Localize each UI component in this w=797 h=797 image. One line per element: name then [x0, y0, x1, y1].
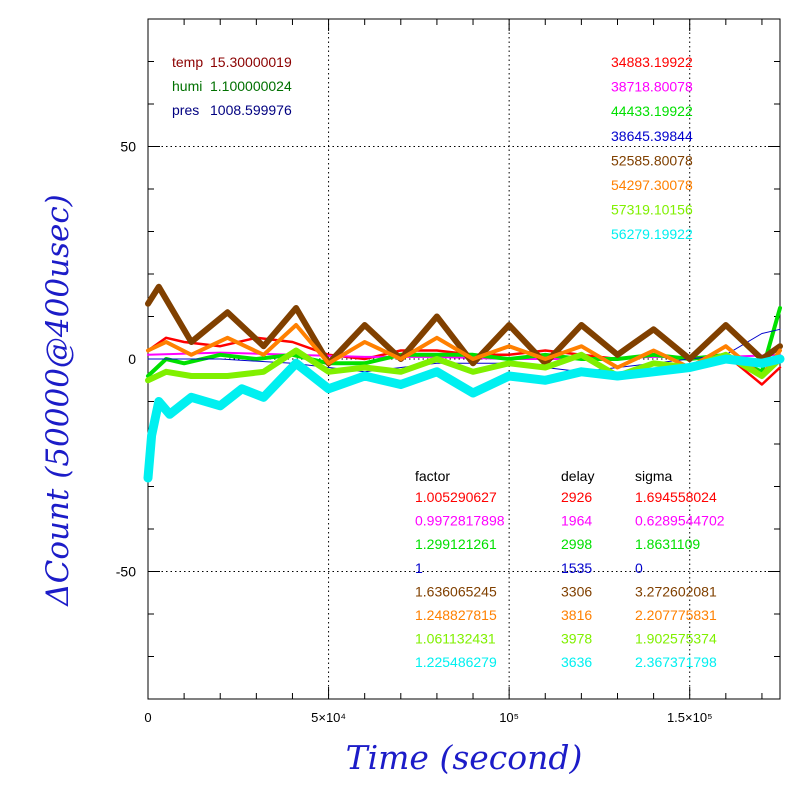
- series-factor: 1.248827815: [415, 607, 497, 623]
- series-base-value: 56279.19922: [611, 226, 693, 242]
- series-sigma: 0.6289544702: [635, 513, 725, 529]
- x-tick-label: 5×10⁴: [311, 710, 346, 725]
- env-label: temp: [172, 54, 203, 70]
- series-delay: 2926: [561, 489, 592, 505]
- series-line: [143, 354, 785, 483]
- x-tick-label: 0: [144, 710, 151, 725]
- series-delay: 3978: [561, 631, 592, 647]
- series-base-value: 57319.10156: [611, 202, 693, 218]
- table-header: sigma: [635, 468, 673, 484]
- series-sigma: 2.207775831: [635, 607, 717, 623]
- series-delay: 3306: [561, 583, 592, 599]
- series-sigma: 2.367371798: [635, 654, 717, 670]
- series-sigma: 1.902575374: [635, 631, 717, 647]
- series-sigma: 1.694558024: [635, 489, 717, 505]
- series-line: [145, 283, 783, 367]
- series-sigma: 3.272602081: [635, 583, 717, 599]
- x-tick-label: 10⁵: [499, 710, 519, 725]
- x-tick-label: 1.5×10⁵: [667, 710, 713, 725]
- table-header: factor: [415, 468, 450, 484]
- env-label: pres: [172, 102, 199, 118]
- series-sigma: 1.8631109: [635, 536, 700, 552]
- env-label: humi: [172, 78, 202, 94]
- series-base-value: 54297.30078: [611, 177, 693, 193]
- y-tick-label: -50: [116, 564, 136, 580]
- series-delay: 3816: [561, 607, 592, 623]
- series-factor: 1.225486279: [415, 654, 497, 670]
- series-base-value: 38718.80078: [611, 79, 693, 95]
- env-value: 1008.599976: [210, 102, 292, 118]
- y-tick-label: 50: [120, 139, 136, 155]
- env-value: 15.30000019: [210, 54, 292, 70]
- series-base-value: 44433.19922: [611, 103, 693, 119]
- env-value: 1.100000024: [210, 78, 292, 94]
- x-axis-label: Time (second): [345, 738, 583, 777]
- annotations: temp 15.30000019 humi 1.100000024 pres 1008.5…: [172, 54, 725, 670]
- y-axis-label: ΔCount (50000@400usec): [40, 194, 76, 606]
- series-delay: 2998: [561, 536, 592, 552]
- y-axis-label-wrap: ΔCount (50000@400usec): [28, 175, 88, 625]
- table-header: delay: [561, 468, 594, 484]
- series-factor: 1.636065245: [415, 583, 497, 599]
- series-delay: 3636: [561, 654, 592, 670]
- series-factor: 1.299121261: [415, 536, 497, 552]
- series-factor: 0.9972817898: [415, 513, 505, 529]
- series-lines: [143, 283, 785, 483]
- series-factor: 1.005290627: [415, 489, 497, 505]
- series-factor: 1.061132431: [415, 631, 496, 647]
- series-base-value: 38645.39844: [611, 128, 693, 144]
- series-base-value: 52585.80078: [611, 152, 693, 168]
- tick-labels: 0 5×10⁴ 10⁵ 1.5×10⁵ -50 0 50: [116, 139, 713, 726]
- series-delay: 1964: [561, 513, 592, 529]
- series-delay: 1535: [561, 560, 592, 576]
- series-base-value: 34883.19922: [611, 54, 693, 70]
- series-line: [146, 306, 782, 378]
- series-factor: 1: [415, 560, 423, 576]
- y-tick-label: 0: [128, 351, 136, 367]
- series-sigma: 0: [635, 560, 643, 576]
